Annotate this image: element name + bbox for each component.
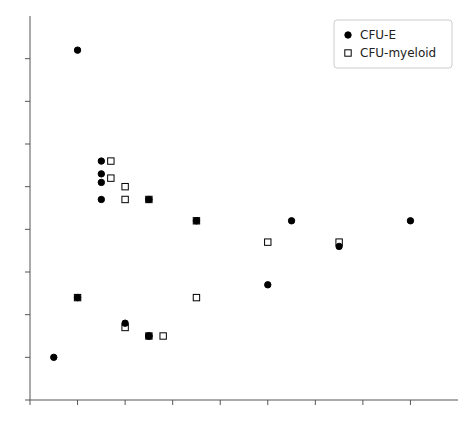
legend-label: CFU-myeloid [360, 46, 436, 60]
x-tick [77, 400, 78, 405]
chart: CFU-E CFU-myeloid [0, 0, 474, 430]
point [146, 333, 152, 339]
point [288, 218, 294, 224]
point [122, 196, 128, 202]
y-axis [30, 16, 31, 400]
point [146, 196, 152, 202]
legend-marker [345, 32, 351, 38]
point [108, 175, 114, 181]
point [122, 324, 128, 330]
point [265, 239, 271, 245]
x-tick [410, 400, 411, 405]
x-tick [125, 400, 126, 405]
point [407, 218, 413, 224]
point [98, 179, 104, 185]
point [122, 183, 128, 189]
y-tick [25, 229, 30, 230]
y-tick [25, 357, 30, 358]
point [193, 294, 199, 300]
y-tick [25, 314, 30, 315]
y-tick [25, 101, 30, 102]
point [160, 333, 166, 339]
point [265, 282, 271, 288]
y-tick [25, 186, 30, 187]
point [108, 158, 114, 164]
x-tick [362, 400, 363, 405]
point [74, 47, 80, 53]
x-tick [220, 400, 221, 405]
point [51, 354, 57, 360]
legend-label: CFU-E [360, 28, 396, 42]
point [336, 243, 342, 249]
point [146, 333, 152, 339]
x-tick [30, 400, 31, 405]
y-tick [25, 400, 30, 401]
x-tick [267, 400, 268, 405]
legend-box [334, 20, 452, 68]
marks [51, 47, 414, 361]
y-tick [25, 272, 30, 273]
point [74, 294, 80, 300]
point [193, 218, 199, 224]
point [193, 218, 199, 224]
legend: CFU-E CFU-myeloid [334, 20, 452, 68]
point [146, 196, 152, 202]
x-tick [172, 400, 173, 405]
point [122, 320, 128, 326]
x-axis [30, 400, 458, 401]
point [98, 158, 104, 164]
point [98, 171, 104, 177]
point [146, 333, 152, 339]
legend-marker [345, 50, 351, 56]
point [98, 196, 104, 202]
y-tick [25, 144, 30, 145]
point [74, 294, 80, 300]
point [336, 239, 342, 245]
y-tick [25, 58, 30, 59]
x-tick [315, 400, 316, 405]
